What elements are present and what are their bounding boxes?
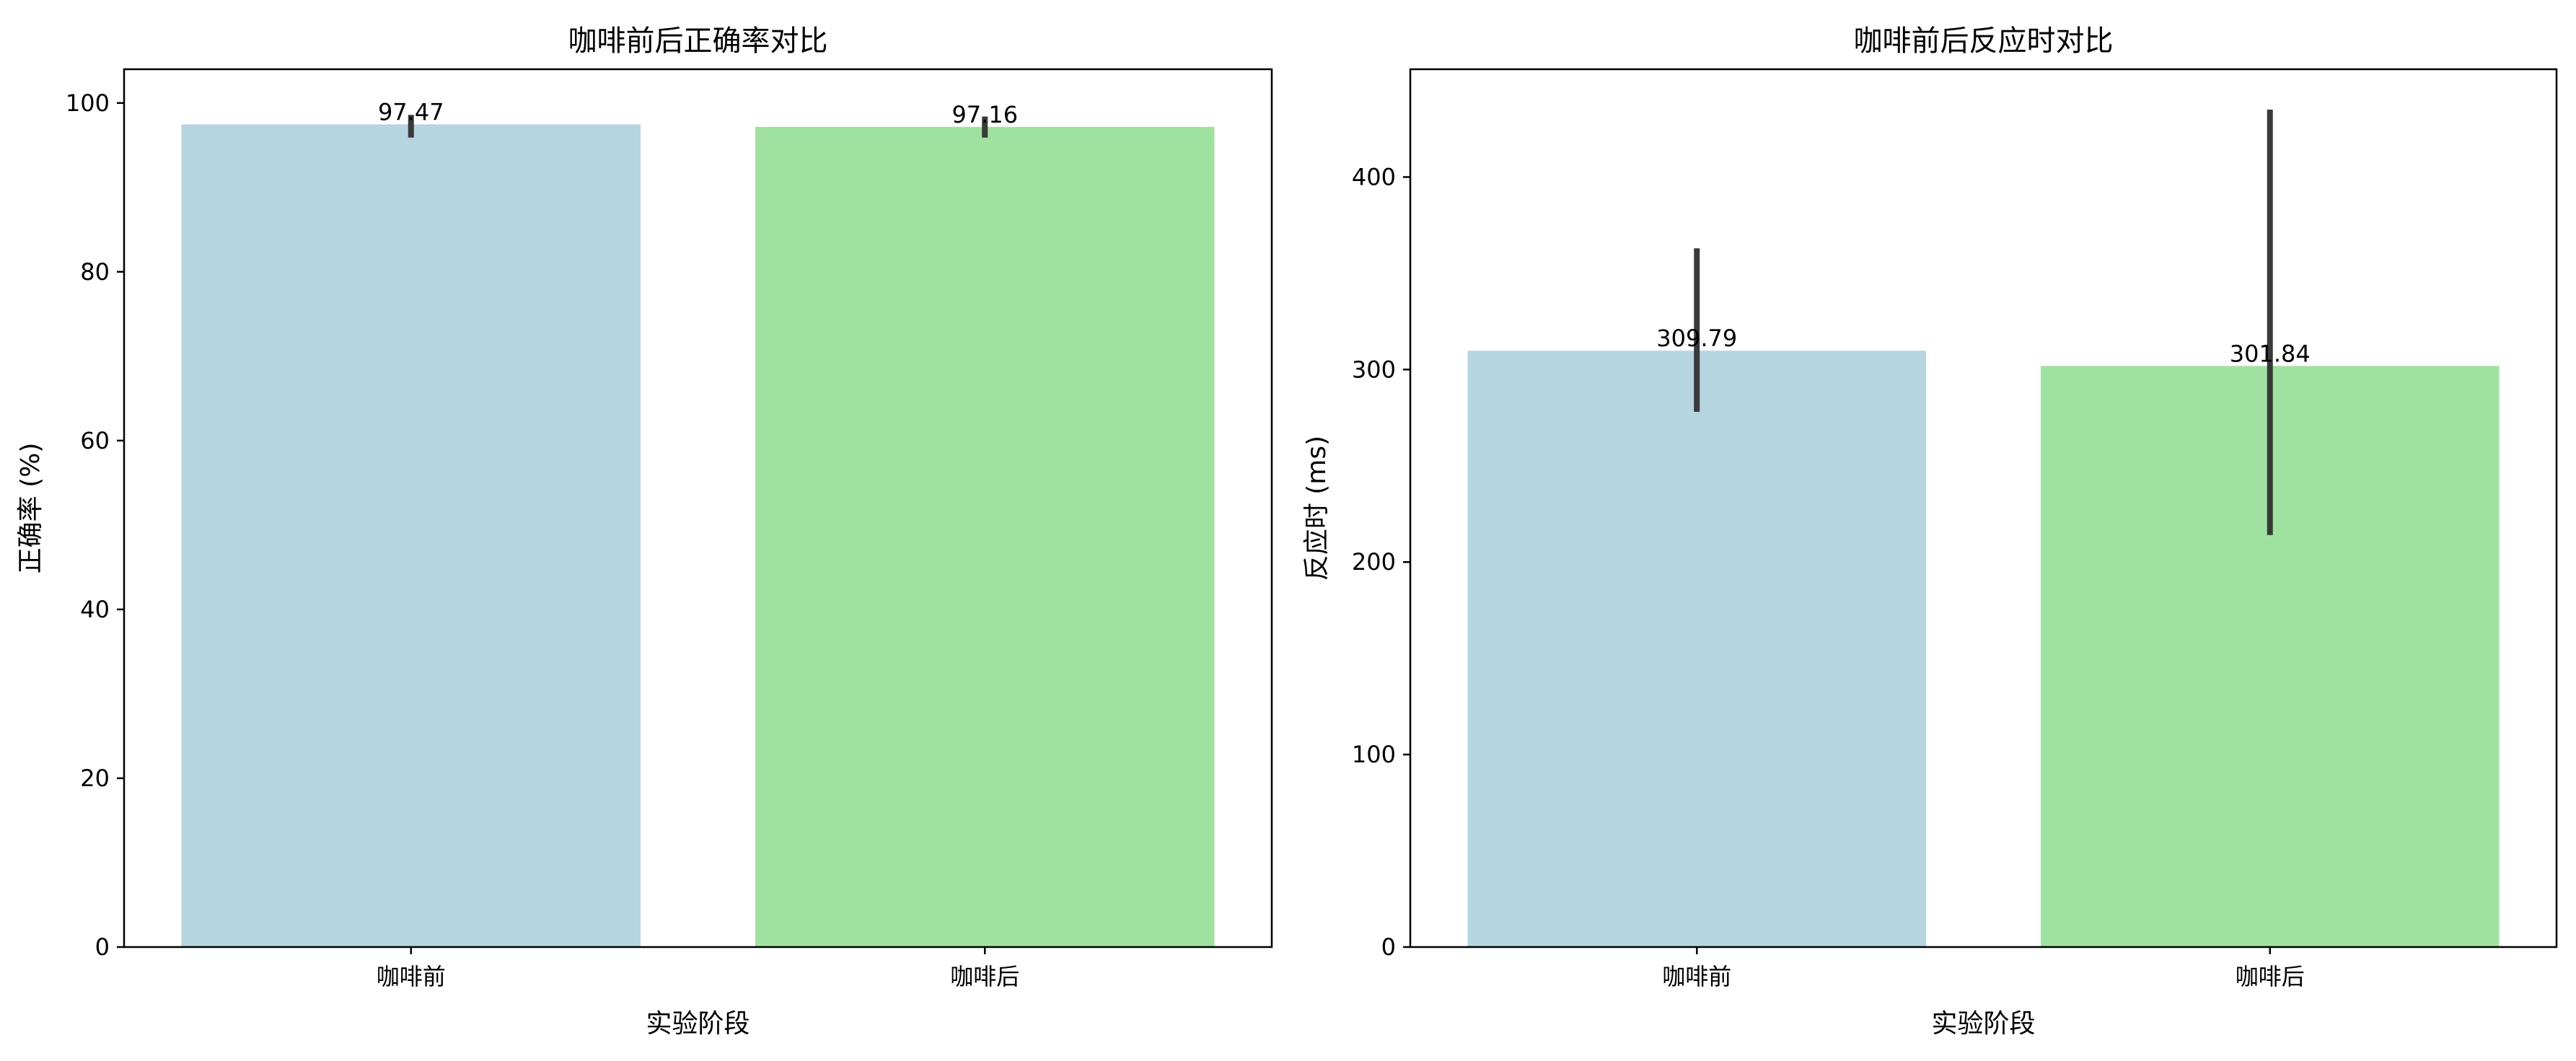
chart-title: 咖啡前后反应时对比 [1854, 25, 2114, 58]
y-tick-label: 0 [95, 933, 110, 961]
data-label: 301.84 [2230, 340, 2311, 367]
y-tick-label: 100 [66, 89, 110, 117]
data-label: 309.79 [1656, 325, 1737, 352]
plot-frame [1409, 68, 2558, 948]
y-tick-label: 400 [1352, 163, 1396, 190]
y-tick-label: 60 [80, 427, 110, 454]
y-tick-label: 0 [1381, 933, 1396, 961]
reaction-time-chart: 309.79 301.84 0 100 200 300 400 咖啡前 咖啡后 咖啡前后反应时对比… [1302, 25, 2558, 1039]
data-label: 97.16 [951, 101, 1018, 128]
x-axis-label: 实验阶段 [646, 1009, 749, 1039]
y-axis-label: 反应时 (ms) [1302, 436, 1332, 581]
chart-title: 咖啡前后正确率对比 [568, 25, 828, 58]
bar-after [755, 127, 1215, 948]
accuracy-chart: 97.47 97.16 0 20 40 60 80 100 咖啡前 咖啡后 咖啡前后正确率对比实验阶… [16, 25, 1273, 1039]
data-label: 97.47 [378, 98, 444, 126]
y-tick-label: 300 [1352, 356, 1396, 383]
x-tick-label: 咖啡后 [950, 963, 1019, 990]
x-axis-label: 实验阶段 [1931, 1009, 2035, 1039]
y-tick-label: 200 [1352, 548, 1396, 576]
plot-frame [123, 68, 1273, 948]
x-tick-label: 咖啡后 [2236, 963, 2305, 990]
y-tick-label: 100 [1352, 741, 1396, 768]
y-tick-label: 20 [80, 765, 110, 792]
y-tick-label: 80 [80, 258, 110, 286]
x-tick-label: 咖啡前 [377, 963, 446, 990]
bar-before [181, 124, 641, 947]
y-tick-label: 40 [80, 596, 110, 623]
y-axis-label: 正确率 (%) [16, 443, 45, 574]
bar-before [1467, 351, 1927, 947]
x-tick-label: 咖啡前 [1662, 963, 1731, 990]
